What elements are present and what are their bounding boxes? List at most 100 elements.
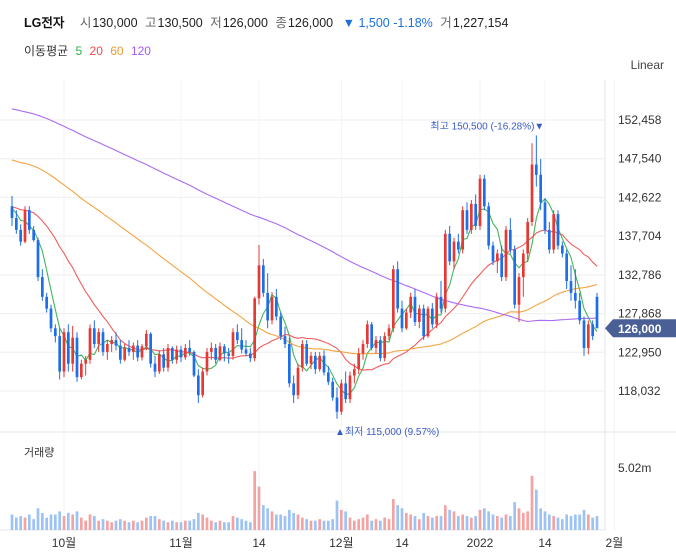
candle-body <box>244 349 248 354</box>
volume-bar <box>118 519 122 530</box>
volume-bar <box>331 519 335 530</box>
volume-bar <box>582 509 586 530</box>
volume-bar <box>383 517 387 530</box>
volume-bar <box>287 509 291 530</box>
candle-body <box>526 222 530 254</box>
candle <box>591 320 595 341</box>
volume-bar <box>105 520 109 530</box>
scale-toggle-button[interactable]: Linear <box>630 58 664 72</box>
volume-bar <box>240 519 244 530</box>
candle <box>313 351 317 374</box>
candle-body <box>162 354 166 368</box>
candle-body <box>118 345 122 360</box>
moving-average-lines <box>11 108 598 396</box>
candle-body <box>543 202 547 230</box>
low-label: 저 <box>210 16 222 30</box>
candle-body <box>309 355 313 364</box>
volume-bar <box>430 517 434 530</box>
candle-body <box>166 347 170 368</box>
low-annotation: ▲최저 115,000 (9.57%) <box>335 426 439 438</box>
candle <box>482 174 486 211</box>
candle-body <box>153 363 157 372</box>
volume-bar <box>413 516 417 530</box>
candle-body <box>123 347 127 360</box>
candle-body <box>253 298 257 359</box>
volume-bar <box>526 511 530 530</box>
candle <box>101 328 105 356</box>
candle-body <box>196 375 200 396</box>
low-value: 126,000 <box>222 16 268 30</box>
volume-bar <box>339 509 343 530</box>
candle <box>209 342 213 360</box>
ma-legend-title: 이동평균 <box>24 44 69 58</box>
volume-bar <box>335 500 339 530</box>
candle <box>36 237 40 282</box>
volume-bar <box>318 519 322 530</box>
volume-bar <box>504 514 508 530</box>
candle-body <box>491 245 495 262</box>
candle <box>474 194 478 230</box>
candle <box>188 340 192 356</box>
volume-bar <box>521 512 525 530</box>
volume-bar <box>374 519 378 530</box>
volume-bar <box>32 519 36 530</box>
candle-body <box>240 340 244 350</box>
candle <box>378 336 382 362</box>
volume-bar <box>79 517 83 530</box>
ma-20-line <box>11 206 598 371</box>
price-tick-label: 147,540 <box>618 152 662 166</box>
volume-bar <box>123 520 127 530</box>
candle <box>500 245 504 282</box>
candle <box>374 336 378 354</box>
volume-bar <box>274 514 278 530</box>
candle-body <box>97 332 101 345</box>
candle <box>339 379 343 415</box>
candle-body <box>71 337 75 364</box>
volume-bar <box>10 514 14 530</box>
candle-body <box>348 375 352 400</box>
candle-body <box>539 174 543 203</box>
volume-label: 거 <box>440 16 452 30</box>
volume-bar <box>209 520 213 530</box>
candle-body <box>396 269 400 309</box>
candle <box>253 296 257 362</box>
candle-body <box>335 397 339 412</box>
candle <box>322 350 326 376</box>
volume-bar <box>387 519 391 530</box>
candle <box>196 369 200 404</box>
volume-bar <box>365 514 369 530</box>
candle-body <box>66 332 70 364</box>
candle-body <box>439 296 443 309</box>
candle-body <box>170 347 174 360</box>
volume-bar <box>352 520 356 530</box>
candle-body <box>248 353 252 359</box>
candle <box>365 320 369 348</box>
candle <box>118 340 122 364</box>
candle-body <box>478 178 482 226</box>
ma-60-line <box>11 159 598 355</box>
volume-bar <box>305 519 309 530</box>
candle-body <box>595 296 599 329</box>
volume-bar <box>417 519 421 530</box>
volume-bar <box>114 520 118 530</box>
candle-body <box>10 206 14 219</box>
candle-body <box>287 344 291 384</box>
volume-bar <box>378 520 382 530</box>
candle <box>222 344 226 362</box>
candle-body <box>58 336 62 372</box>
candle-body <box>409 296 413 313</box>
price-tick-label: 118,032 <box>618 384 661 398</box>
volume-bar <box>222 522 226 530</box>
candle <box>586 320 590 355</box>
volume-bar <box>27 514 31 530</box>
high-label: 고 <box>145 16 157 30</box>
candle <box>283 326 287 348</box>
candle-body <box>235 332 239 341</box>
candle-body <box>578 300 582 321</box>
candle <box>521 249 525 297</box>
candle-body <box>422 308 426 337</box>
volume-bar <box>183 520 187 530</box>
candle-body <box>322 355 326 373</box>
candle-body <box>209 347 213 352</box>
